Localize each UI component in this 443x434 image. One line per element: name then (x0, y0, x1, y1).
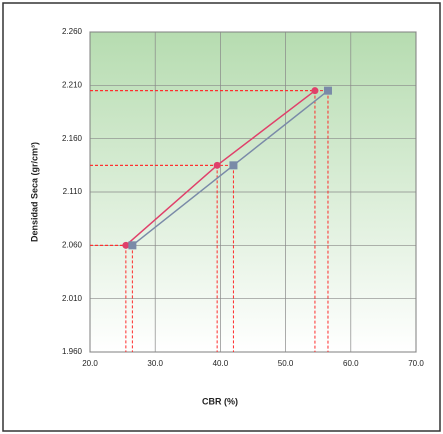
y-tick-label: 2.110 (63, 187, 83, 196)
x-tick-label: 50.0 (278, 359, 294, 368)
point (311, 87, 319, 95)
y-axis-label: Densidad Seca (gr/cm³) (29, 142, 39, 242)
y-tick-label: 2.160 (62, 134, 83, 143)
point (229, 161, 238, 170)
point (128, 241, 137, 250)
x-tick-label: 60.0 (343, 359, 359, 368)
x-tick-label: 20.0 (82, 359, 98, 368)
x-tick-label: 70.0 (408, 359, 424, 368)
x-tick-label: 30.0 (147, 359, 163, 368)
y-tick-label: 1.960 (62, 347, 83, 356)
x-tick-label: 40.0 (213, 359, 229, 368)
point (122, 241, 130, 249)
y-tick-label: 2.010 (62, 294, 83, 303)
y-tick-label: 2.210 (62, 80, 83, 89)
y-tick-label: 2.060 (62, 240, 83, 249)
point (323, 86, 332, 95)
x-axis-label: CBR (%) (202, 396, 238, 406)
point (213, 161, 221, 169)
y-tick-label: 2.260 (62, 27, 83, 36)
